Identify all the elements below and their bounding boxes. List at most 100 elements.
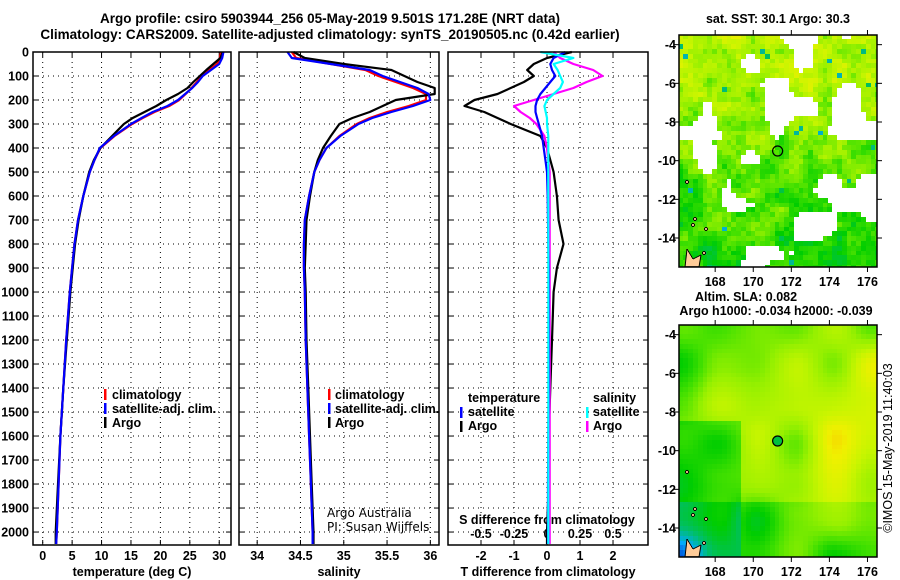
series-line-satellite-adj-clim- — [286, 51, 432, 544]
legend-label-argo: Argo — [112, 416, 142, 430]
plot-frame — [447, 51, 649, 546]
x-axis-label-t-difference: T difference from climatology — [460, 565, 635, 579]
figure-title-line2: Climatology: CARS2009. Satellite-adjuste… — [40, 27, 619, 42]
y-tick-label: 900 — [8, 262, 29, 276]
legend-swatch-s-satellite — [586, 407, 589, 418]
sla-map-title: Altim. SLA: 0.082 — [695, 290, 797, 304]
lat-tick-label: -12 — [658, 193, 676, 207]
y-tick-label: 1600 — [1, 430, 29, 444]
x-axis-label-salinity: salinity — [317, 565, 360, 579]
x-tick-label: -2 — [475, 549, 486, 563]
x2-tick-label: -0.5 — [470, 527, 492, 541]
x2-tick-label: 0.5 — [604, 527, 621, 541]
credit-line2: PI: Susan Wijffels — [327, 520, 429, 534]
profile-panel-temperature: 0100200300400500600700800900100011001200… — [1, 46, 232, 563]
legend-label-t-satellite: satellite — [468, 405, 515, 419]
y-tick-label: 2000 — [1, 526, 29, 540]
argo-position-marker — [772, 435, 784, 447]
temperature-legend: climatology satellite-adj. clim. Argo — [104, 388, 216, 430]
legend-label-t-argo: Argo — [468, 419, 498, 433]
sst-map-title: sat. SST: 30.1 Argo: 30.3 — [706, 12, 850, 26]
y-tick-label: 1000 — [1, 286, 29, 300]
lon-tick-label: 176 — [857, 565, 878, 579]
sst-map-axes: 168 170 172 174 176 -4 -6 -8 -10 -12 -14 — [658, 30, 882, 289]
y-tick-label: 700 — [8, 214, 29, 228]
series-line-argo — [54, 51, 224, 544]
copyright-text: ©IMOS 15-May-2019 11:40:03 — [881, 363, 895, 533]
plot-frame — [238, 51, 440, 546]
x-tick-label: 25 — [183, 549, 197, 563]
lat-tick-label: -12 — [658, 483, 676, 497]
x-tick-label: 34 — [250, 549, 264, 563]
x-tick-label: 36 — [423, 549, 437, 563]
x-tick-label: 20 — [153, 549, 167, 563]
lon-tick-label: 174 — [819, 565, 840, 579]
legend-title-salinity: salinity — [593, 391, 636, 405]
x-tick-label: 5 — [69, 549, 76, 563]
legend-label-climatology: climatology — [335, 388, 405, 402]
x-tick-label: 0 — [39, 549, 46, 563]
lon-tick-label: 174 — [819, 275, 840, 289]
lon-tick-label: 168 — [705, 565, 726, 579]
profile-panel-salinity: 34 34.5 35 35.5 36 — [238, 51, 440, 563]
legend-swatch-t-argo — [460, 421, 463, 432]
series-line-salinity-argo — [512, 51, 604, 544]
salinity-legend: climatology satellite-adj. clim. Argo — [328, 388, 439, 430]
y-tick-label: 300 — [8, 118, 29, 132]
lat-tick-label: -6 — [665, 367, 676, 381]
x-tick-label: 34.5 — [288, 549, 312, 563]
x-tick-label: -1 — [508, 549, 519, 563]
sla-map-axes: 168 170 172 174 176 -4 -6 -8 -10 -12 -14 — [658, 320, 882, 579]
lat-tick-label: -10 — [658, 444, 676, 458]
y-tick-label: 500 — [8, 166, 29, 180]
profile-panel-difference: -2 -1 0 1 2-0.5 -0.25 0 0.25 0.5 — [447, 50, 649, 563]
plot-frame — [32, 51, 232, 546]
difference-legend: temperature satellite Argo salinity sate… — [460, 391, 640, 433]
x2-tick-label: -0.25 — [500, 527, 529, 541]
argo-position-marker — [772, 145, 784, 157]
lat-tick-label: -14 — [658, 232, 676, 246]
y-tick-label: 1500 — [1, 406, 29, 420]
lat-tick-label: -14 — [658, 522, 676, 536]
map-frame — [678, 324, 878, 558]
y-tick-label: 100 — [8, 70, 29, 84]
y-tick-label: 200 — [8, 94, 29, 108]
lat-tick-label: -10 — [658, 154, 676, 168]
y-tick-label: 1800 — [1, 478, 29, 492]
legend-swatch-climatology — [328, 389, 331, 400]
x-tick-label: 1 — [577, 549, 584, 563]
x-tick-label: 0 — [544, 549, 551, 563]
map-frame — [678, 34, 878, 268]
legend-swatch-argo — [104, 417, 107, 428]
y-tick-label: 1400 — [1, 382, 29, 396]
legend-label-s-satellite: satellite — [593, 405, 640, 419]
legend-swatch-climatology — [104, 389, 107, 400]
lon-tick-label: 176 — [857, 275, 878, 289]
y-tick-label: 1200 — [1, 334, 29, 348]
legend-swatch-satellite — [104, 403, 107, 414]
legend-swatch-argo — [328, 417, 331, 428]
legend-label-s-argo: Argo — [593, 419, 623, 433]
y-tick-label: 0 — [22, 46, 29, 60]
legend-label-satellite: satellite-adj. clim. — [335, 402, 439, 416]
lon-tick-label: 172 — [781, 565, 802, 579]
lon-tick-label: 170 — [743, 275, 764, 289]
series-line-argo — [292, 51, 436, 544]
sst-map-canvas — [679, 35, 877, 267]
lon-tick-label: 170 — [743, 565, 764, 579]
y-tick-label: 400 — [8, 142, 29, 156]
legend-label-satellite: satellite-adj. clim. — [112, 402, 216, 416]
lon-tick-label: 172 — [781, 275, 802, 289]
lat-tick-label: -4 — [665, 38, 676, 52]
legend-label-argo: Argo — [335, 416, 365, 430]
legend-label-climatology: climatology — [112, 388, 182, 402]
series-line-climatology — [55, 51, 223, 545]
lat-tick-label: -6 — [665, 77, 676, 91]
y-tick-label: 1100 — [2, 310, 29, 324]
sla-map-subtitle: Argo h1000: -0.034 h2000: -0.039 — [679, 304, 872, 318]
series-line-satellite-adj-clim- — [55, 51, 225, 545]
y-tick-label: 1900 — [1, 502, 29, 516]
x-tick-label: 35.5 — [375, 549, 399, 563]
